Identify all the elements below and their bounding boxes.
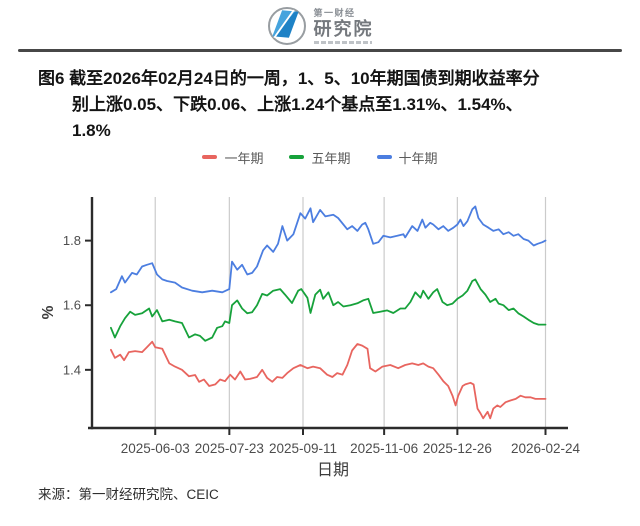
figure-title-line-2: 别上涨0.05、下跌0.06、上涨1.24个基点至1.31%、1.54%、 (72, 95, 523, 114)
brand-logo-icon (267, 6, 307, 46)
legend-label: 十年期 (398, 150, 438, 166)
legend-label: 五年期 (311, 150, 351, 166)
y-tick-label: 1.4 (63, 362, 81, 377)
logo-circle (267, 7, 306, 45)
brand-logo: 第一财经 研究院 (0, 3, 640, 49)
series-line-十年期 (110, 205, 547, 294)
x-tick-label: 2025-12-26 (423, 441, 492, 456)
x-tick-label: 2025-09-11 (269, 441, 337, 456)
brand-name-large: 研究院 (313, 18, 374, 39)
series-line-一年期 (110, 340, 547, 420)
x-tick-label: 2025-06-03 (121, 441, 190, 456)
x-tick-label: 2025-11-06 (350, 441, 418, 456)
legend-label: 一年期 (224, 150, 264, 166)
series-line-五年期 (110, 278, 547, 342)
y-tick-label: 1.6 (63, 298, 81, 313)
figure-title: 图6 截至2026年02月24日的一周，1、5、10年期国债到期收益率分 别上涨… (38, 66, 614, 144)
yield-chart-svg: 1.4 1.6 1.8 2025-06-03 2025-07-23 2025-09-11 2… (40, 197, 581, 479)
legend-swatch-icon (376, 155, 392, 159)
source-note: 来源：第一财经研究院、CEIC (38, 487, 219, 502)
x-tick-label: 2025-07-23 (195, 441, 264, 456)
legend-item-五年期: 五年期 (289, 148, 351, 167)
x-tick-label: 2026-02-24 (511, 441, 581, 456)
logo-tagline (313, 40, 372, 44)
legend-item-一年期: 一年期 (202, 148, 263, 167)
chart-legend: 一年期 五年期 十年期 (0, 148, 640, 166)
brand-name-small: 第一财经 (313, 7, 356, 18)
legend-item-十年期: 十年期 (376, 148, 438, 167)
header-divider (18, 49, 622, 52)
x-axis-title: 日期 (317, 461, 349, 479)
brand-logo-text: 第一财经 研究院 (313, 7, 374, 44)
figure-title-line-3: 1.8% (72, 121, 111, 140)
legend-swatch-icon (289, 155, 305, 159)
figure-title-line-1: 图6 截至2026年02月24日的一周，1、5、10年期国债到期收益率分 (38, 69, 540, 88)
y-axis-title: % (40, 305, 57, 319)
y-tick-label: 1.8 (63, 233, 81, 248)
legend-swatch-icon (202, 155, 218, 159)
